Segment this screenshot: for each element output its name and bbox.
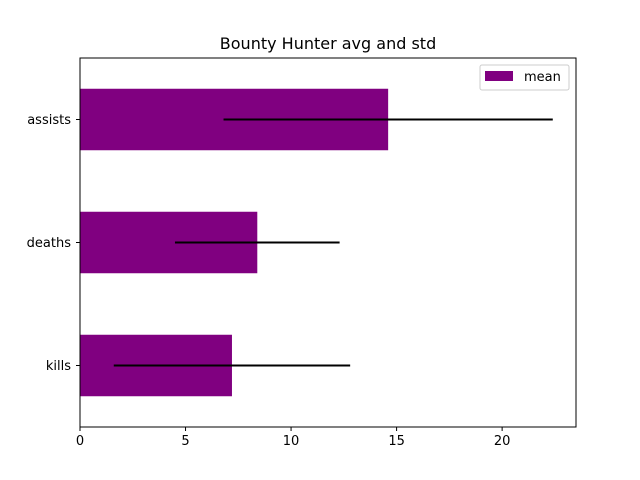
x-tick-label: 5 xyxy=(181,434,189,449)
y-tick-label-assists: assists xyxy=(27,113,71,128)
legend-swatch-mean xyxy=(485,71,513,81)
x-tick-label: 10 xyxy=(283,434,300,449)
x-tick-label: 15 xyxy=(388,434,405,449)
errorbars-group xyxy=(113,118,553,367)
x-tick-label: 0 xyxy=(76,434,84,449)
x-tick-label: 20 xyxy=(494,434,511,449)
legend-label-mean: mean xyxy=(524,70,561,85)
y-tick-label-deaths: deaths xyxy=(27,236,72,251)
chart-title: Bounty Hunter avg and std xyxy=(220,34,436,53)
y-axis: kills deaths assists xyxy=(27,113,80,374)
y-tick-label-kills: kills xyxy=(46,359,71,374)
x-axis: 0 5 10 15 20 xyxy=(76,427,511,449)
legend: mean xyxy=(479,64,570,91)
